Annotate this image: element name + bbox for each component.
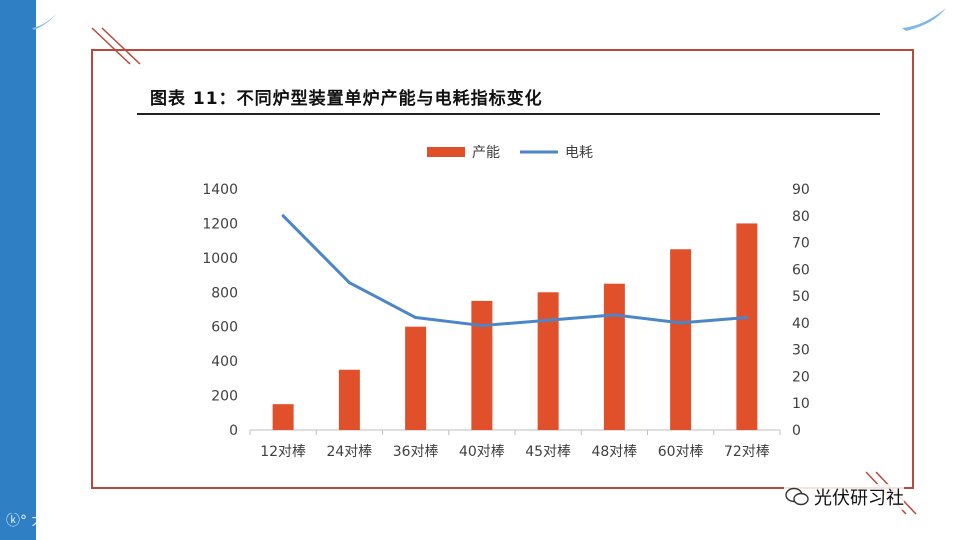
x-tick-label: 45对棒 [525,444,571,460]
y-left-tick-label: 800 [211,285,238,301]
title-underline [137,113,880,115]
line-电耗 [282,214,747,328]
line-point-电耗 [546,318,550,322]
x-tick-label: 72对棒 [724,444,770,460]
y-left-tick-label: 1400 [202,182,238,198]
diagonal-lines-decoration [91,27,141,65]
y-right-tick-label: 40 [792,316,810,332]
line-point-电耗 [612,313,616,317]
y-right-tick-label: 0 [792,423,801,439]
y-right-tick-label: 20 [792,369,810,385]
bar-产能 [736,223,758,430]
watermark-logo-icon: ⓚ° [6,513,27,529]
bar-产能 [537,292,559,430]
line-point-电耗 [281,214,285,218]
bar-产能 [338,369,360,430]
watermark-left: ⓚ° 大数跨境 [6,510,87,530]
legend-label-bar: 产能 [472,145,500,161]
y-right-tick-label: 70 [792,236,810,252]
x-tick-label: 24对棒 [326,444,372,460]
y-right-tick-label: 10 [792,396,810,412]
y-left-tick-label: 1200 [202,216,238,232]
line-point-电耗 [414,316,418,320]
y-left-tick-label: 200 [211,389,238,405]
y-right-tick-label: 90 [792,182,810,198]
y-left-tick-label: 600 [211,320,238,336]
bar-产能 [272,404,294,430]
wechat-icon [785,487,809,506]
line-point-电耗 [347,281,351,285]
bar-产能 [603,283,625,430]
y-right-tick-label: 50 [792,289,810,305]
y-left-tick-label: 1000 [202,251,238,267]
x-tick-label: 48对棒 [591,444,637,460]
line-point-电耗 [679,321,683,325]
watermark-left-text: 大数跨境 [31,513,88,529]
chart-title: 图表 11：不同炉型装置单炉产能与电耗指标变化 [150,89,543,109]
bar-产能 [405,326,427,430]
watermark-right-text: 光伏研习社 [814,488,904,509]
x-tick-label: 36对棒 [393,444,439,460]
bar-产能 [670,249,692,430]
x-tick-label: 40对棒 [459,444,505,460]
swoosh-decoration-icon [902,8,946,31]
y-right-tick-label: 80 [792,209,810,225]
watermark-right: 光伏研习社 [784,484,904,510]
y-right-tick-label: 60 [792,262,810,278]
bar-产能 [471,300,493,430]
left-accent-bar [0,0,36,540]
legend-label-line: 电耗 [565,145,593,161]
x-tick-label: 60对棒 [658,444,704,460]
legend-swatch-bar [427,147,465,157]
line-point-电耗 [745,316,749,320]
x-tick-label: 12对棒 [260,444,306,460]
y-left-tick-label: 0 [229,423,238,439]
chart-frame [91,49,914,489]
y-left-tick-label: 400 [211,354,238,370]
y-right-tick-label: 30 [792,343,810,359]
line-point-电耗 [480,324,484,328]
swoosh-decoration-icon [32,14,56,30]
